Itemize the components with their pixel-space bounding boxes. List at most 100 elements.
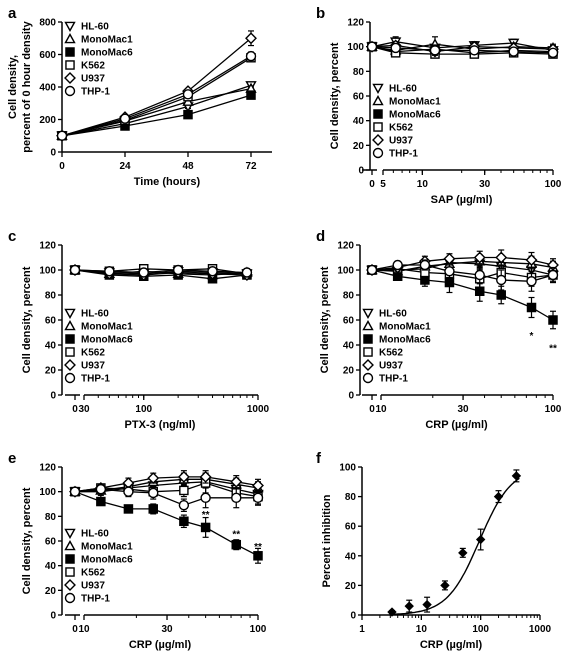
legend-label: U937 (379, 361, 403, 372)
panel-letter: a (8, 5, 17, 22)
x-tick-label: 100 (545, 179, 562, 190)
legend-symbol (64, 359, 76, 371)
legend-symbol (65, 47, 75, 57)
x-tick-label: 100 (250, 624, 267, 635)
y-tick-label: 40 (345, 551, 357, 562)
y-tick-label: 80 (45, 512, 57, 523)
legend-label: THP-1 (379, 374, 408, 385)
y-axis-title: Cell density, (7, 55, 19, 119)
x-tick-label: 0 (369, 179, 375, 190)
legend-label: THP-1 (81, 87, 110, 98)
y-tick-label: 0 (350, 611, 356, 622)
panel-letter: c (8, 228, 16, 245)
y-tick-label: 200 (39, 115, 56, 126)
series-line (74, 269, 247, 276)
y-tick-label: 100 (39, 266, 56, 277)
y-tick-label: 60 (45, 537, 57, 548)
data-point (366, 264, 378, 276)
series-line (61, 84, 252, 137)
y-tick-label: 0 (358, 166, 364, 177)
data-point (182, 89, 194, 100)
legend-symbol (64, 33, 76, 44)
y-tick-label: 20 (45, 586, 57, 597)
data-point (366, 41, 378, 52)
legend-symbol (65, 554, 75, 564)
y-tick-label: 0 (50, 611, 56, 622)
y-tick-label: 60 (343, 316, 355, 327)
legend-label: MonoMac1 (81, 35, 133, 46)
data-point (444, 266, 455, 277)
data-point (525, 254, 538, 266)
series-THP-1 (366, 259, 559, 292)
series-THP-1 (56, 50, 257, 141)
legend-symbol (64, 528, 76, 539)
data-point (511, 471, 522, 481)
y-tick-label: 400 (39, 83, 56, 94)
data-point (458, 548, 468, 558)
series-data (387, 469, 522, 617)
data-point (179, 516, 189, 527)
legend-label: THP-1 (81, 594, 110, 605)
data-point (469, 45, 480, 56)
legend-symbol (64, 85, 76, 97)
series-THP-1 (366, 41, 559, 59)
x-tick-label: 0 (59, 161, 65, 172)
legend: HL-60 MonoMac1 MonoMac6 K562 U937 THP-1 (372, 84, 441, 160)
data-point (474, 269, 485, 281)
data-point (69, 486, 81, 497)
legend-label: HL-60 (379, 309, 407, 320)
legend-symbol (373, 122, 383, 132)
series-line (74, 269, 247, 274)
legend-symbol (363, 347, 373, 357)
data-point (475, 534, 486, 545)
legend-label: K562 (81, 348, 105, 359)
x-axis-title: SAP (µg/ml) (431, 194, 493, 206)
legend: HL-60 MonoMac1 MonoMac6 K562 U937 THP-1 (362, 309, 431, 385)
data-point (230, 475, 243, 488)
data-point (231, 539, 242, 550)
x-axis-title: PTX-3 (ng/ml) (125, 419, 196, 431)
legend-label: K562 (389, 123, 413, 134)
legend-label: K562 (379, 348, 403, 359)
y-tick-label: 0 (50, 148, 56, 159)
data-point (104, 266, 115, 277)
x-tick-label: 0 (72, 624, 78, 635)
legend-symbol (64, 320, 76, 331)
legend-symbol (372, 147, 384, 159)
x-tick-label: 1000 (247, 404, 270, 415)
data-point (422, 599, 432, 610)
legend-symbol (362, 320, 374, 331)
y-tick-label: 120 (347, 18, 364, 29)
legend: HL-60 MonoMac1 MonoMac6 K562 U937 THP-1 (64, 309, 133, 385)
significance-marker: ** (232, 530, 240, 541)
data-point (253, 551, 263, 561)
y-tick-label: 0 (50, 391, 56, 402)
legend-symbol (64, 21, 76, 32)
x-tick-label: 30 (479, 179, 491, 190)
y-tick-label: 60 (345, 522, 357, 533)
legend-symbol (373, 109, 383, 119)
legend-label: U937 (81, 361, 105, 372)
data-point (526, 302, 537, 313)
legend-symbol (372, 134, 384, 146)
x-tick-label: 10 (375, 404, 387, 415)
legend-symbol (65, 347, 75, 357)
x-tick-label: 10 (417, 179, 429, 190)
y-axis-title: Cell density, percent (21, 266, 33, 373)
data-point (207, 266, 218, 277)
legend-symbol (64, 592, 76, 604)
data-point (69, 264, 81, 276)
data-point (123, 486, 134, 497)
data-point (387, 607, 397, 617)
data-point (183, 109, 193, 120)
y-axis-title: Percent inhibition (321, 494, 333, 587)
y-tick-label: 20 (45, 366, 57, 377)
y-axis-title: percent of 0 hour density (21, 20, 33, 152)
x-tick-label: 0 (369, 404, 375, 415)
legend-label: MonoMac6 (379, 335, 431, 346)
legend-label: U937 (81, 581, 105, 592)
x-axis-title: CRP (µg/ml) (420, 639, 483, 651)
legend-label: HL-60 (81, 529, 109, 540)
